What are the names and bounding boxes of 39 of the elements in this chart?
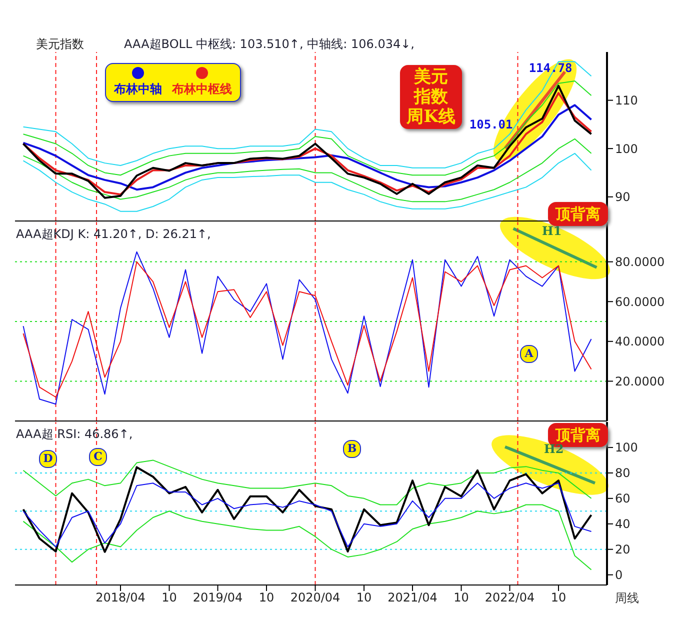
y-tick-label: 0 bbox=[615, 568, 623, 582]
y-tick-label: 60 bbox=[615, 492, 630, 506]
legend-label: 布林中枢线 bbox=[172, 81, 232, 98]
y-tick-label: 40.0000 bbox=[615, 334, 665, 349]
annotation: C bbox=[89, 448, 107, 466]
annotation: 美元指数周K线 bbox=[400, 67, 462, 127]
chart-subtitle: AAA超BOLL 中枢线: 103.510↑, 中轴线: 106.034↓, bbox=[124, 36, 414, 53]
y-tick-label: 40 bbox=[615, 517, 630, 532]
chart-title: 美元指数 bbox=[36, 36, 84, 53]
legend-label: 布林中轴 bbox=[114, 81, 162, 98]
x-tick-label: 2019/04 bbox=[192, 590, 243, 605]
annotation: H2 bbox=[544, 442, 564, 456]
text: 周线 bbox=[615, 590, 639, 607]
y-tick-label: 90 bbox=[615, 190, 630, 204]
x-tick-label: 10 bbox=[356, 590, 372, 605]
x-tick-label: 10 bbox=[550, 590, 566, 605]
annotation: B bbox=[343, 440, 361, 458]
x-tick-label: 2020/04 bbox=[290, 590, 340, 605]
y-tick-label: 100 bbox=[615, 440, 638, 455]
x-tick-label: 10 bbox=[454, 590, 469, 605]
annotation: 顶背离 bbox=[548, 204, 608, 224]
y-tick-label: 20 bbox=[615, 542, 630, 557]
x-tick-label: 10 bbox=[162, 590, 177, 605]
y-tick-label: 60.0000 bbox=[615, 294, 665, 309]
x-tick-label: 2022/04 bbox=[484, 590, 535, 605]
x-tick-label: 2018/04 bbox=[96, 590, 146, 605]
y-tick-label: 80 bbox=[615, 466, 630, 480]
y-tick-label: 100 bbox=[615, 142, 638, 156]
y-tick-label: 80.0000 bbox=[615, 255, 665, 270]
chart-subtitle: AAA超 RSI: 46.86↑, bbox=[16, 426, 133, 443]
annotation: 顶背离 bbox=[548, 425, 608, 445]
x-tick-label: 2021/04 bbox=[388, 590, 438, 605]
annotation: A bbox=[520, 345, 538, 363]
annotation: H1 bbox=[542, 224, 562, 238]
x-tick-label: 10 bbox=[258, 590, 274, 605]
y-tick-label: 110 bbox=[615, 94, 638, 108]
y-tick-label: 20.0000 bbox=[615, 374, 665, 388]
annotation: D bbox=[39, 450, 57, 468]
text: AAA超KDJ K: 41.20↑, D: 26.21↑, bbox=[16, 226, 211, 243]
